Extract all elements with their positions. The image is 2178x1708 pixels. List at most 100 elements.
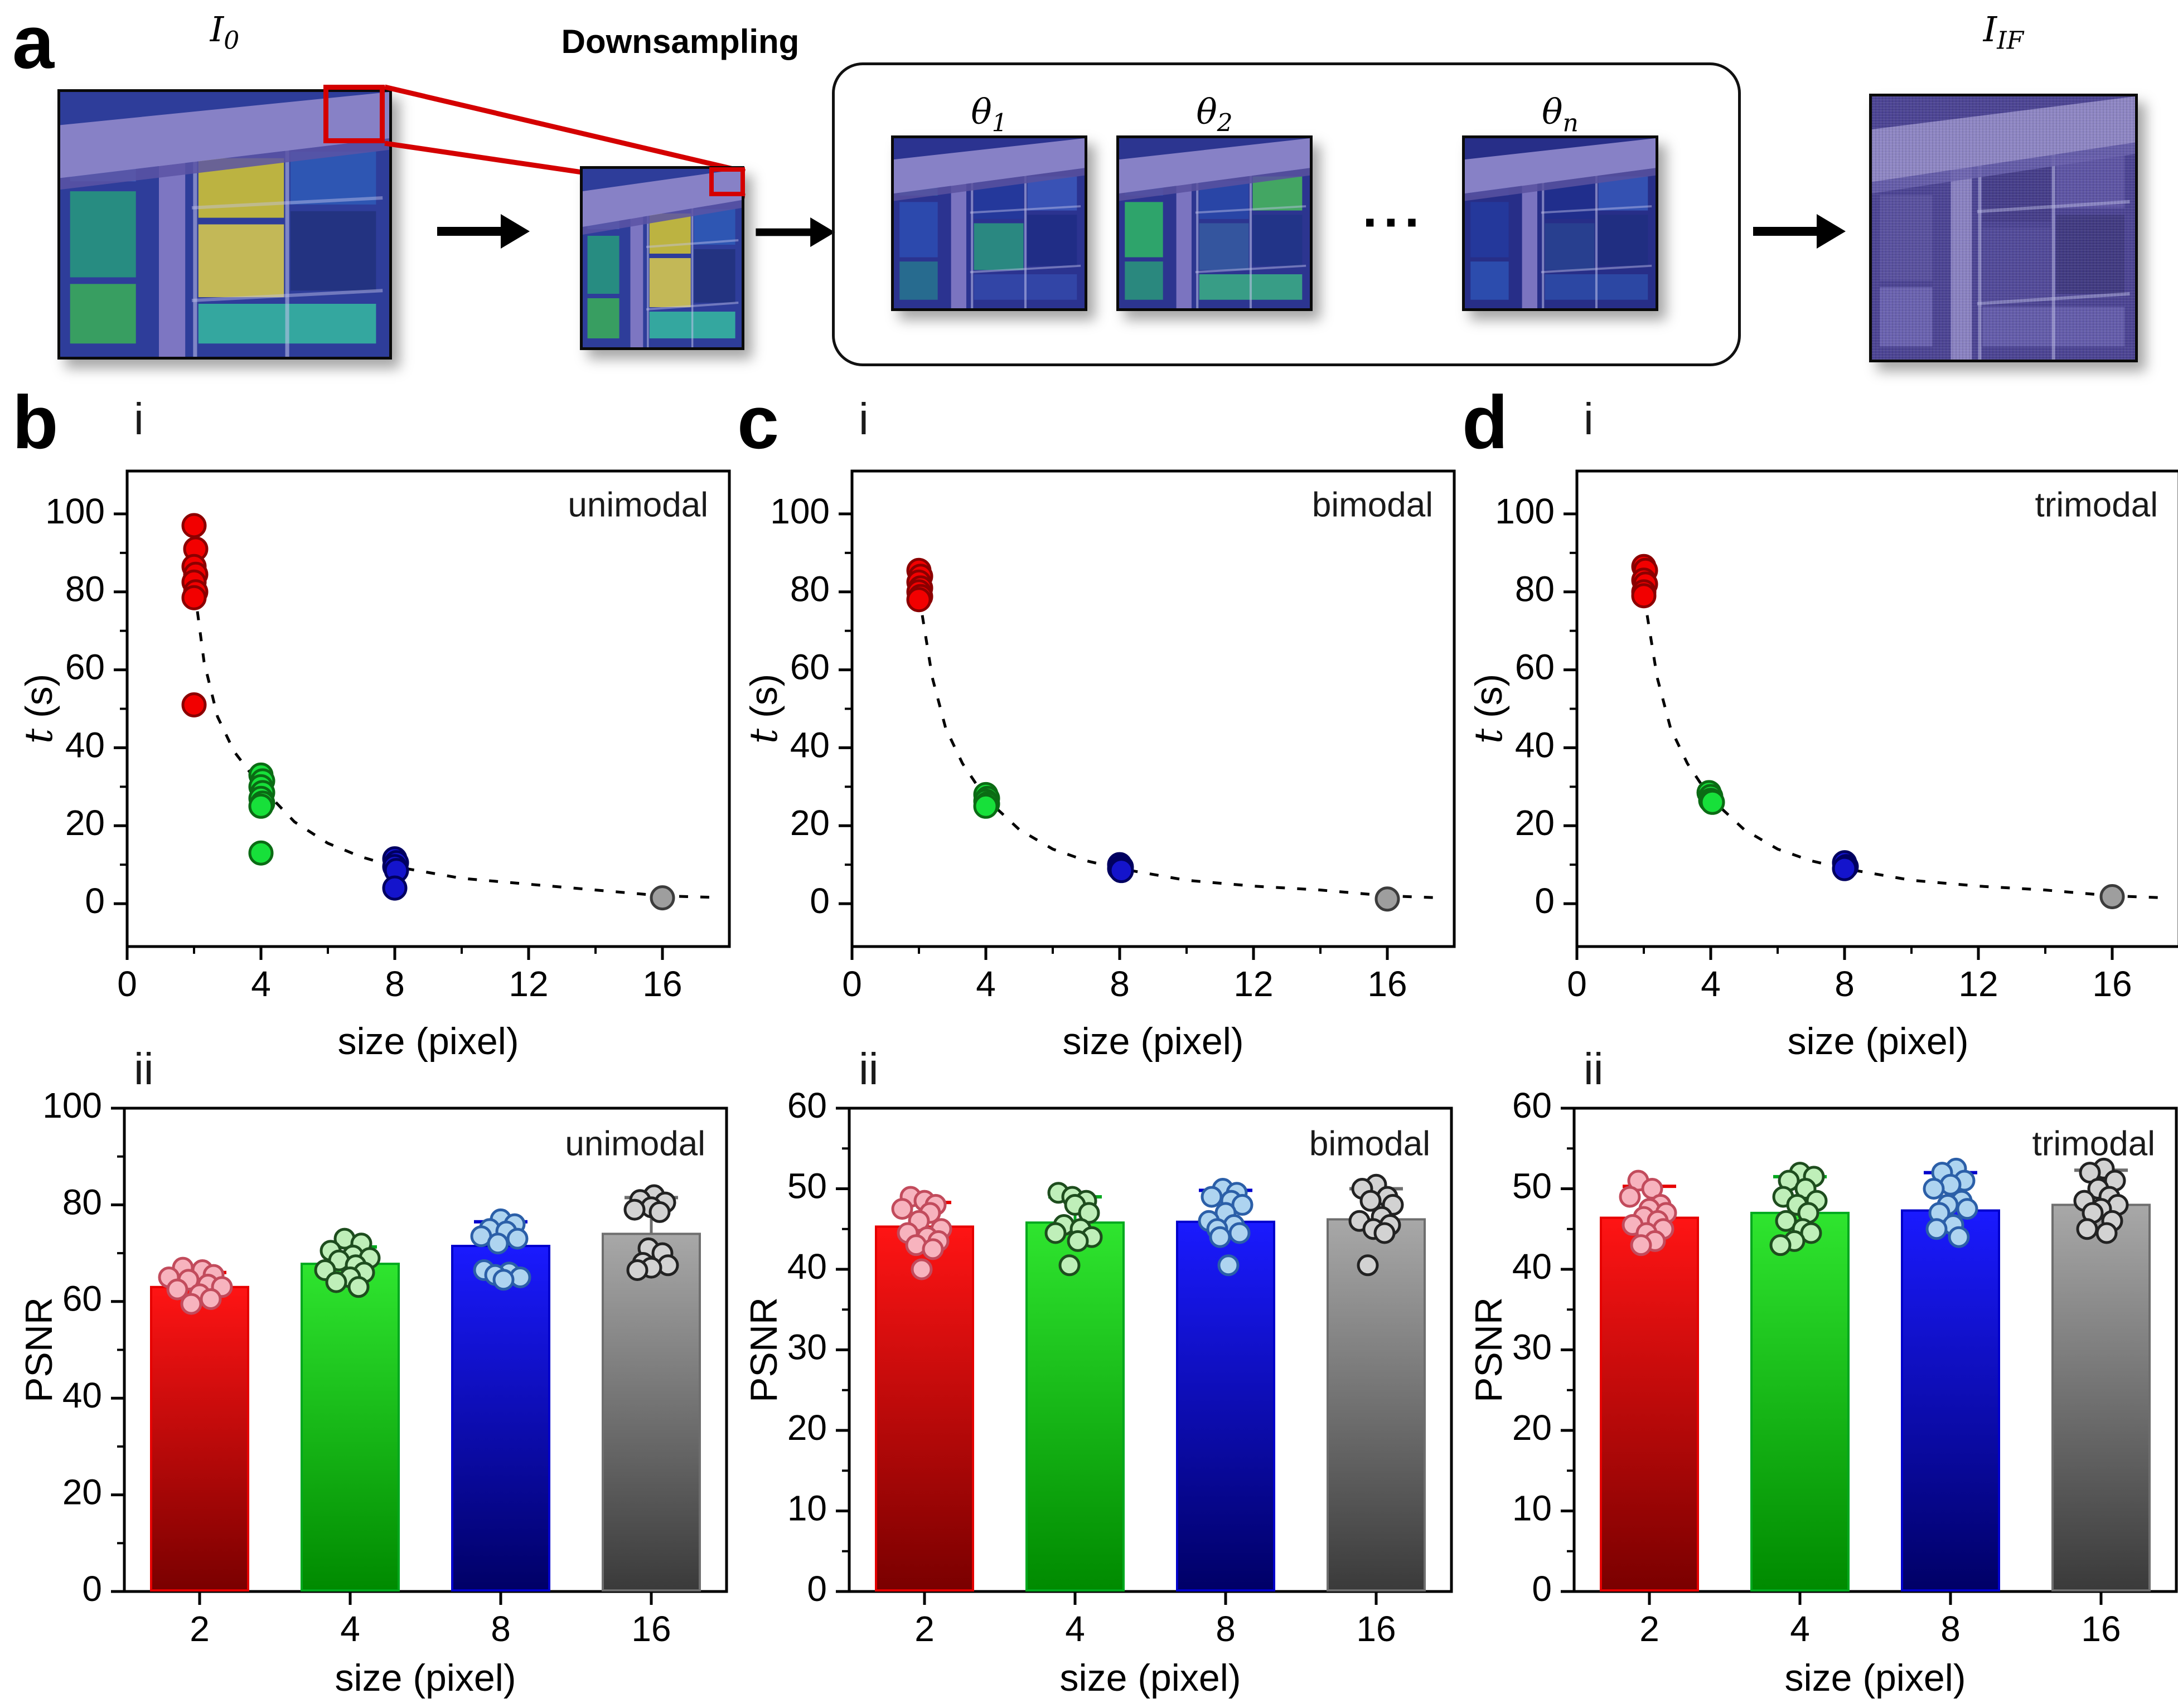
data-point <box>325 1271 347 1293</box>
data-point <box>1631 583 1657 609</box>
window-patch <box>1598 215 1648 266</box>
series-size-2 <box>181 513 209 718</box>
points-2 <box>891 1186 952 1280</box>
y-tick-label: 10 <box>1512 1488 1552 1528</box>
y-tick-label: 80 <box>790 569 830 609</box>
window-patch <box>2056 215 2125 294</box>
points-2 <box>1619 1170 1677 1256</box>
points-4 <box>1769 1162 1828 1256</box>
series-size-16 <box>650 885 675 911</box>
building-image <box>894 138 1085 308</box>
y-axis: 0 20 40 60 80 100 <box>1495 491 1577 921</box>
data-point <box>1217 1254 1240 1277</box>
bar-8 <box>1901 1209 2000 1591</box>
data-point <box>973 793 999 819</box>
window-patch <box>1027 176 1077 211</box>
data-point <box>922 1238 944 1260</box>
data-point <box>181 692 207 718</box>
window-patch <box>70 284 136 344</box>
window-patch <box>1470 261 1509 300</box>
fascia <box>1119 138 1310 194</box>
x-tick-label: 16 <box>642 964 682 1004</box>
pillar <box>630 193 643 347</box>
building-image <box>583 169 742 347</box>
y-tick-label: 0 <box>82 1569 102 1609</box>
y-tick-label: 100 <box>45 491 105 531</box>
building-image <box>1872 96 2135 360</box>
bar-chart-unimodal: 0 20 40 60 80 100 PSNR unimodal 2 4 8 16 size (pixel… <box>18 1085 728 1699</box>
y-tick-label: 20 <box>65 803 105 843</box>
ellipsis-label: ··· <box>1362 193 1426 252</box>
y-tick-label: 50 <box>1512 1166 1552 1206</box>
data-point <box>626 1259 648 1281</box>
y-axis: 0 10 20 30 40 50 60 <box>1512 1085 1574 1609</box>
data-point <box>1948 1226 1970 1248</box>
points-16 <box>2073 1157 2129 1244</box>
points-8 <box>1923 1157 1978 1248</box>
x-tick-label: 8 <box>491 1609 511 1649</box>
points-4 <box>314 1227 381 1298</box>
panel-b-letter: b <box>12 380 59 464</box>
window-patch <box>1027 215 1077 266</box>
panel-a: a I0 Downsampling θ1 <box>0 0 2178 385</box>
y-axis: 0 20 40 60 80 100 <box>45 491 127 921</box>
y-tick-label: 20 <box>62 1472 102 1512</box>
y-tick-label: 80 <box>62 1182 102 1222</box>
data-point <box>2076 1218 2098 1240</box>
panel-c-letter: c <box>737 380 780 464</box>
fit-curve <box>196 611 717 899</box>
y-tick-label: 20 <box>1512 1408 1552 1448</box>
window-patch <box>291 151 376 205</box>
series-size-4 <box>973 782 1000 819</box>
x-tick-label: 2 <box>1639 1609 1659 1649</box>
x-axis: 2 4 8 16 <box>190 1591 671 1649</box>
data-point <box>1925 1218 1948 1240</box>
data-point <box>492 1269 515 1291</box>
y-tick-label: 30 <box>787 1327 827 1367</box>
output-image-iif <box>1869 94 2138 362</box>
y-tick-label: 40 <box>790 725 830 765</box>
zoom-region-box-small <box>709 167 745 196</box>
x-tick-label: 8 <box>1110 964 1130 1004</box>
window-patch <box>587 236 619 294</box>
data-point <box>650 885 675 911</box>
y-tick-label: 60 <box>790 647 830 687</box>
pillar <box>1522 161 1537 308</box>
points-8 <box>1198 1178 1253 1277</box>
input-image-i0 <box>57 89 392 360</box>
panel-d-ii-label: ii <box>1584 1044 1604 1094</box>
bar-4 <box>1750 1211 1850 1592</box>
y-axis-title: PSNR <box>1468 1297 1510 1403</box>
x-axis: 0 4 8 12 16 <box>842 947 1407 1004</box>
points-4 <box>1044 1182 1103 1277</box>
panel-d-letter: d <box>1462 380 1508 464</box>
data-point <box>487 1233 509 1255</box>
noise-texture <box>1872 96 2135 360</box>
bar-16 <box>1327 1218 1426 1592</box>
window-patch <box>1598 176 1648 211</box>
bar-16 <box>2051 1204 2151 1591</box>
data-point <box>1228 1222 1251 1244</box>
image-label-theta1: θ1 <box>971 91 1008 138</box>
pillar <box>1950 132 1972 360</box>
y-tick-label: 80 <box>1515 569 1555 609</box>
panel-d-i-label: i <box>1584 394 1594 444</box>
y-tick-label: 0 <box>807 1569 827 1609</box>
data-point <box>1619 1186 1641 1208</box>
y-tick-label: 100 <box>42 1085 102 1125</box>
theta1-image <box>891 135 1087 311</box>
window-patch <box>2056 156 2125 208</box>
y-tick-label: 40 <box>62 1375 102 1415</box>
data-point <box>181 513 207 538</box>
x-axis-title: size (pixel) <box>1788 1020 1969 1062</box>
window-patch <box>1125 202 1163 258</box>
thetan-image <box>1462 135 1658 311</box>
bar-8 <box>451 1245 550 1592</box>
series-size-8 <box>1832 850 1859 881</box>
scatter-chart-trimodal: 0 4 8 12 16 0 20 40 60 80 100 size (pixel) t (s) trim… <box>1467 469 2178 1062</box>
y-tick-label: 0 <box>1535 881 1555 921</box>
window-patch <box>291 211 376 291</box>
data-point <box>180 1293 202 1315</box>
y-tick-label: 80 <box>65 569 105 609</box>
window-patch <box>649 258 691 307</box>
